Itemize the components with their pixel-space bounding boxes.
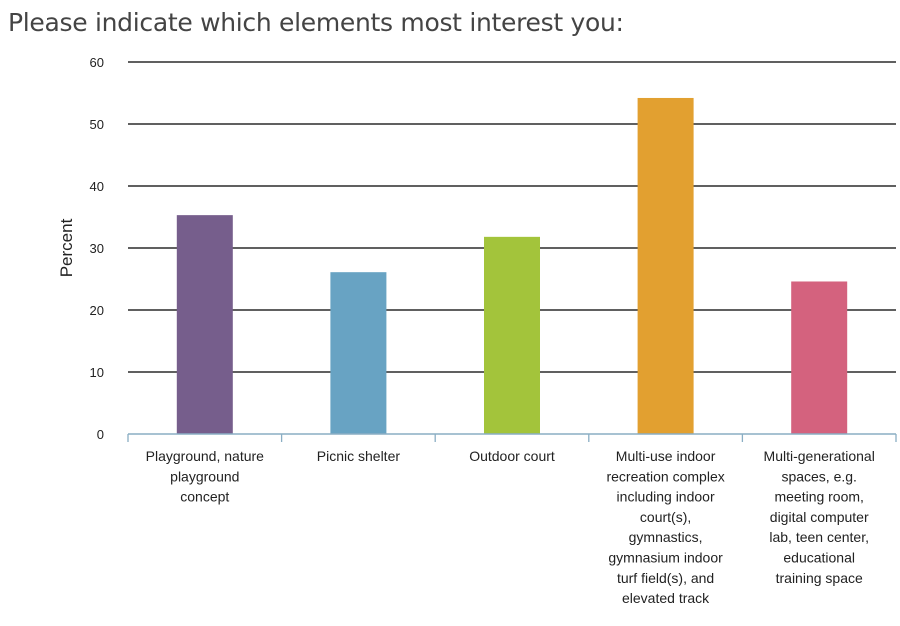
y-tick-label: 40 [90,179,104,194]
y-tick-label: 50 [90,117,104,132]
category-label: Multi-generational spaces, e.g. meeting ro… [764,448,875,586]
bar [176,215,233,434]
bar [484,236,540,434]
y-tick-label: 30 [90,241,104,256]
y-tick-label: 10 [90,365,104,380]
category-labels: Playground, nature playground concept Picni… [146,448,875,606]
bars [176,97,848,435]
y-tick-label: 20 [90,303,104,318]
bar [791,281,848,434]
category-label: Picnic shelter [317,448,401,464]
y-tick-label: 0 [97,427,104,442]
x-axis [127,433,897,442]
y-axis-label: Percent [57,218,76,277]
category-label: Outdoor court [469,448,555,464]
bar [637,97,694,435]
category-label: Multi-use indoor recreation complex includ… [606,448,724,606]
bar [330,272,387,434]
y-tick-labels: 0 10 20 30 40 50 60 [90,55,104,442]
category-label: Playground, nature playground concept [146,448,265,505]
y-tick-label: 60 [90,55,104,70]
question-title: Please indicate which elements most inte… [8,8,624,37]
